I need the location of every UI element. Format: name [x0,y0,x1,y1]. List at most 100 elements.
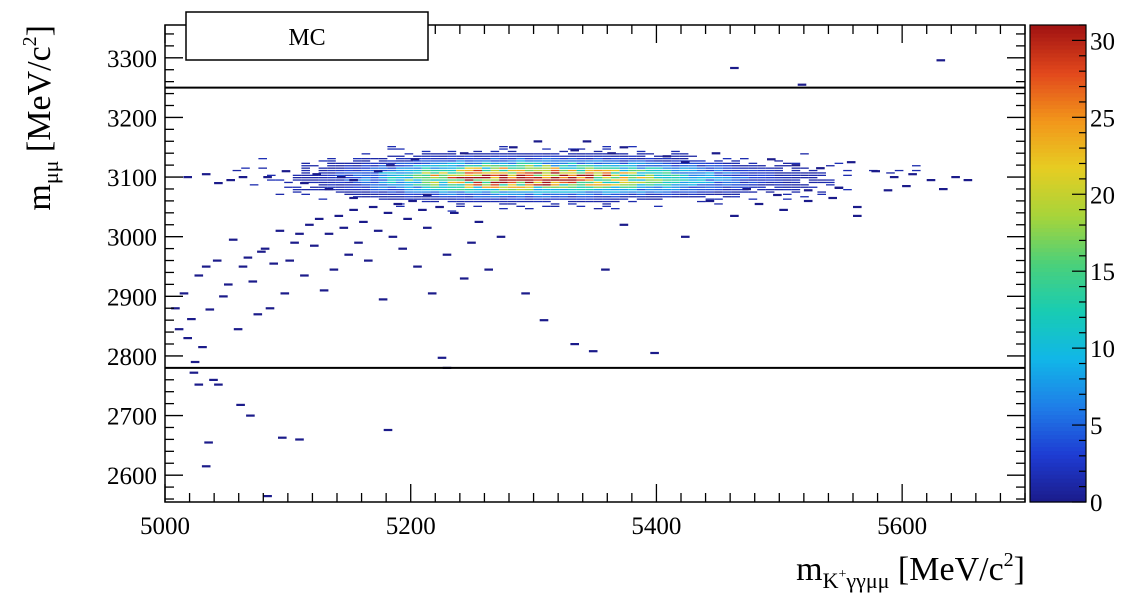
histogram-bin [645,191,654,193]
y-tick-label: 2600 [107,463,157,490]
color-scale-segment [1030,358,1086,364]
histogram-bin [413,184,422,186]
histogram-bin [318,181,328,184]
color-scale-segment [1030,48,1086,54]
histogram-bin [516,160,525,162]
histogram-bin [559,162,568,164]
histogram-bin [542,155,551,157]
color-scale-tick-label: 5 [1090,413,1103,440]
histogram-bin [636,177,646,179]
histogram-bin [585,172,594,174]
color-scale-segment [1030,426,1086,432]
histogram-bin [439,172,448,174]
histogram-bin [194,383,204,386]
histogram-bin [447,162,457,164]
histogram-bin [654,193,663,195]
histogram-bin [817,179,826,181]
histogram-bin [783,193,792,195]
histogram-bin [490,184,500,186]
color-scale-segment [1030,354,1086,360]
histogram-bin [318,172,328,174]
histogram-bin [257,250,266,253]
histogram-bin [679,196,689,198]
histogram-bin [408,199,417,203]
histogram-bin [688,160,697,162]
histogram-bin [774,177,783,179]
histogram-bin [439,181,448,184]
histogram-bin [241,167,250,169]
histogram-bin [671,179,680,181]
histogram-bin [576,158,586,160]
histogram-bin [636,184,646,186]
histogram-bin [516,155,525,157]
histogram-bin [636,155,646,157]
histogram-bin [439,165,448,167]
histogram-bin [619,167,629,169]
histogram-bin [826,181,835,184]
histogram-bin [576,155,586,157]
histogram-bin [533,158,543,160]
histogram-bin [800,153,809,155]
histogram-bin [516,200,525,203]
histogram-bin [593,184,603,186]
histogram-bin [550,160,560,162]
histogram-bin [404,189,414,191]
histogram-bin [602,191,611,193]
histogram-bin [361,193,371,195]
histogram-bin [516,184,525,186]
histogram-bin [413,162,422,164]
histogram-bin [688,196,697,198]
histogram-bin [361,158,371,160]
histogram-bin [773,193,782,197]
histogram-bin [817,181,826,184]
histogram-bin [791,174,801,176]
color-scale-segment [1030,315,1086,320]
histogram-bin [473,186,482,188]
histogram-bin [473,153,482,155]
histogram-bin [499,146,508,148]
histogram-bin [611,179,620,181]
histogram-bin [430,158,439,160]
histogram-bin [292,174,302,176]
histogram-bin [413,169,422,172]
color-scale-segment [1030,470,1086,475]
histogram-bin [490,162,500,164]
histogram-bin [456,179,465,181]
histogram-bin [305,223,314,226]
histogram-bin [662,196,672,198]
histogram-bin [464,200,474,203]
histogram-bin [576,191,586,193]
color-scale-segment [1030,120,1086,125]
histogram-bin [387,169,396,172]
histogram-bin [585,177,594,179]
color-scale-segment [1030,454,1086,459]
histogram-bin [542,198,551,200]
histogram-bin [482,181,491,184]
histogram-bin [559,174,568,176]
histogram-bin [370,174,379,176]
histogram-bin [171,307,180,310]
histogram-bin [387,155,396,157]
histogram-bin [473,174,482,176]
histogram-bin [688,186,697,188]
histogram-bin [219,295,228,298]
histogram-bin [568,177,577,179]
histogram-bin [499,153,508,155]
histogram-bin [410,158,420,161]
histogram-bin [542,196,551,198]
histogram-bin [421,177,431,179]
x-tick-label: 5200 [386,513,436,540]
histogram-bin [370,181,379,184]
histogram-bin [757,184,766,186]
histogram-bin [783,165,792,167]
histogram-bin [697,172,706,174]
histogram-bin [619,174,629,176]
histogram-bin [499,167,508,169]
histogram-bin [800,186,809,188]
histogram-bin [353,174,362,176]
histogram-bin [439,179,448,181]
color-scale-segment [1030,482,1086,487]
histogram-bin [421,186,431,188]
histogram-bin [645,158,654,160]
histogram-bin [912,165,921,167]
